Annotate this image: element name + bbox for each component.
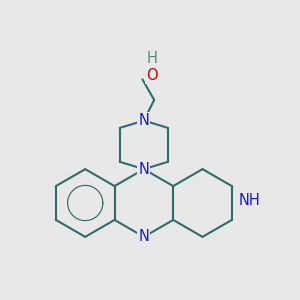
Text: NH: NH: [238, 193, 260, 208]
Text: N: N: [138, 113, 149, 128]
Text: O: O: [146, 68, 158, 83]
Text: N: N: [138, 230, 149, 244]
Text: N: N: [138, 162, 149, 177]
Text: H: H: [146, 51, 157, 66]
